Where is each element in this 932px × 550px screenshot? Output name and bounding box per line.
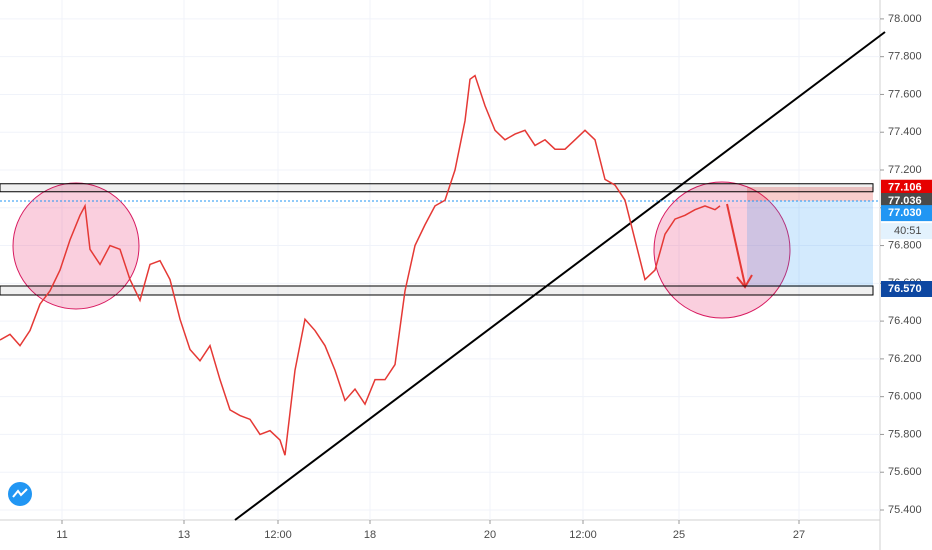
x-tick-label: 13 <box>178 529 190 541</box>
arrow-head <box>736 274 753 289</box>
drawings <box>0 31 886 521</box>
level-zone <box>0 285 874 296</box>
price-tag <box>881 192 932 209</box>
x-tick-label: 27 <box>793 529 805 541</box>
x-tick-label: 12:00 <box>264 529 292 541</box>
price-tag-label: 77.030 <box>888 207 922 219</box>
countdown-tag <box>881 223 932 240</box>
logo <box>8 482 32 506</box>
arrow <box>726 203 746 286</box>
y-tick-label: 76.000 <box>888 391 922 403</box>
x-tick-label: 18 <box>364 529 376 541</box>
level-zone <box>0 183 874 193</box>
price-tag <box>881 179 932 196</box>
y-tick-label: 77.200 <box>888 164 922 176</box>
y-tick-label: 76.400 <box>888 315 922 327</box>
y-tick-label: 78.000 <box>888 13 922 25</box>
price-tag-label: 77.036 <box>888 195 922 207</box>
y-tick-label: 76.200 <box>888 353 922 365</box>
y-tick-label: 76.800 <box>888 239 922 251</box>
y-tick-label: 77.600 <box>888 88 922 100</box>
y-tick-label: 77.800 <box>888 51 922 63</box>
y-tick-label: 77.400 <box>888 126 922 138</box>
price-tag <box>881 280 932 297</box>
x-tick-label: 25 <box>673 529 685 541</box>
target-zone <box>747 201 873 287</box>
y-tick-label: 75.400 <box>888 504 922 516</box>
price-tag-label: 76.570 <box>888 283 922 295</box>
x-tick-label: 20 <box>484 529 496 541</box>
highlight-circle <box>12 182 140 310</box>
x-tick-label: 12:00 <box>569 529 597 541</box>
x-tick-label: 11 <box>56 529 67 541</box>
countdown: 40:51 <box>894 225 922 237</box>
y-tick-label: 75.800 <box>888 428 922 440</box>
price-line <box>0 74 721 456</box>
stop-zone <box>747 187 873 201</box>
y-tick-label: 75.600 <box>888 466 922 478</box>
price-tag <box>881 205 932 222</box>
highlight-circle <box>653 181 791 319</box>
price-tag-label: 77.106 <box>888 182 922 194</box>
trend-line <box>234 31 886 521</box>
